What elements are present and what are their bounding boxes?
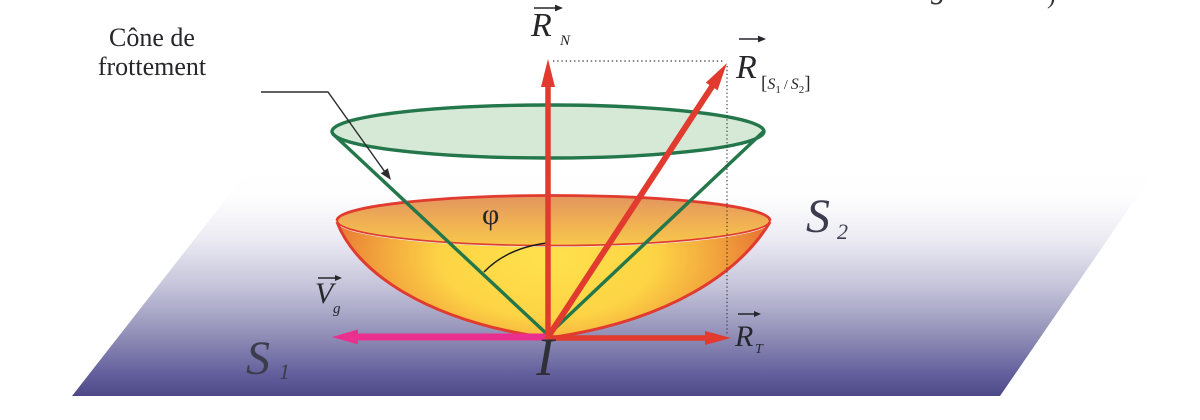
leader-line bbox=[261, 91, 386, 173]
friction-angle-arc bbox=[483, 242, 548, 273]
normal-reaction-arrow bbox=[541, 59, 555, 338]
label-r-s1s2: R [S1/S2] bbox=[735, 35, 811, 96]
label-s1: S 1 bbox=[246, 332, 290, 385]
vector-overbar-head-icon bbox=[754, 311, 761, 317]
top-edge-fragment-left: g bbox=[931, 0, 946, 5]
tangential-reaction-arrow bbox=[548, 331, 731, 345]
bracket-close: ] bbox=[804, 73, 810, 94]
cone-annotation-line1: Cône de bbox=[109, 23, 195, 52]
r-s1s2-arrowhead-icon bbox=[705, 63, 727, 91]
bracket-open: [ bbox=[761, 73, 767, 94]
vector-overbar-head-icon bbox=[335, 275, 342, 281]
slash: / bbox=[784, 78, 788, 93]
r-t-sub: T bbox=[755, 342, 764, 357]
sliding-velocity-arrow bbox=[332, 329, 545, 345]
cone-annotation: Cône de frottement bbox=[98, 23, 207, 81]
leader-arrowhead-icon bbox=[380, 168, 391, 180]
label-friction-angle: φ bbox=[482, 198, 499, 231]
solid-s1: S bbox=[767, 76, 775, 93]
r-s1s2-base: R bbox=[735, 49, 757, 86]
r-s1s2-subscript: [S1/S2] bbox=[761, 73, 811, 96]
top-edge-fragment-right: ) bbox=[1047, 0, 1056, 9]
r-t-base: R bbox=[734, 320, 753, 353]
vector-overbar-head-icon bbox=[758, 35, 766, 43]
r-n-arrowhead-icon bbox=[541, 59, 555, 87]
v-g-arrowhead-icon bbox=[332, 329, 358, 345]
cup-body bbox=[337, 222, 770, 338]
label-contact-point: I bbox=[535, 327, 557, 387]
label-s2: S 2 bbox=[806, 190, 848, 244]
total-reaction-arrow bbox=[545, 63, 727, 339]
label-r-n: R N bbox=[530, 4, 571, 49]
annotation-leader-line bbox=[261, 91, 391, 180]
s1-sub: 1 bbox=[279, 359, 290, 384]
label-r-t: R T bbox=[734, 311, 764, 357]
solid-s2: S bbox=[791, 76, 799, 93]
r-t-arrowhead-icon bbox=[705, 331, 731, 345]
cup-rim-back-edge bbox=[335, 194, 772, 221]
r-n-sub: N bbox=[559, 33, 571, 49]
r-n-base: R bbox=[530, 7, 552, 44]
cone-edge-left bbox=[331, 132, 551, 338]
vector-overbar-head-icon bbox=[555, 4, 563, 12]
s1-base: S bbox=[246, 332, 270, 385]
label-v-g: V g bbox=[315, 275, 342, 317]
s2-sub: 2 bbox=[837, 219, 848, 244]
s2-base: S bbox=[806, 190, 830, 243]
v-g-sub: g bbox=[333, 301, 341, 317]
cone-annotation-line2: frottement bbox=[98, 52, 207, 81]
v-g-base: V bbox=[315, 277, 337, 310]
solid-s1-index: 1 bbox=[775, 84, 781, 96]
r-s1s2-shaft bbox=[545, 83, 716, 339]
solid-s2-index: 2 bbox=[799, 84, 805, 96]
